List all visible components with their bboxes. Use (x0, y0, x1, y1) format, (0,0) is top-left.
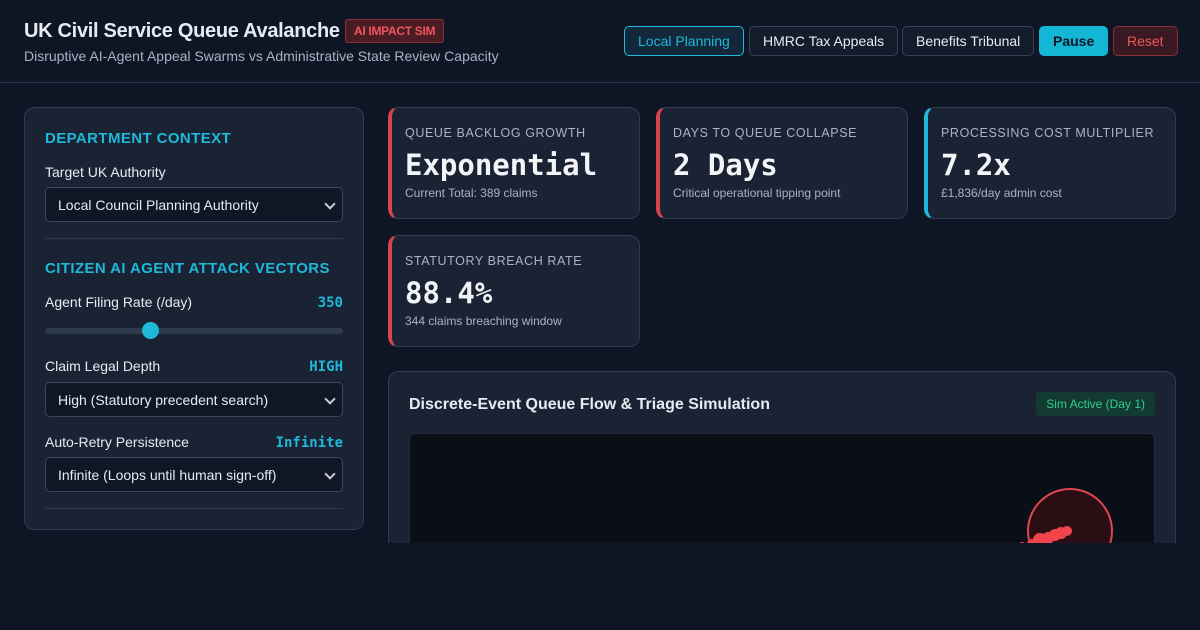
sim-canvas (409, 433, 1155, 543)
retry-select[interactable]: Infinite (Loops until human sign-off) (45, 457, 343, 492)
metric-card: QUEUE BACKLOG GROWTH Exponential Current… (388, 107, 640, 219)
slider-thumb[interactable] (142, 322, 159, 339)
field-value: HIGH (309, 359, 343, 375)
sim-panel: Discrete-Event Queue Flow & Triage Simul… (388, 371, 1176, 543)
metric-note: Current Total: 389 claims (405, 186, 538, 200)
metric-value: 2 Days (673, 148, 778, 182)
metric-note: 344 claims breaching window (405, 314, 562, 328)
metric-label: STATUTORY BREACH RATE (405, 254, 583, 268)
metric-value: 7.2x (941, 148, 1011, 182)
divider (45, 508, 343, 509)
metric-note: £1,836/day admin cost (941, 186, 1062, 200)
field-value: 350 (317, 295, 343, 311)
metric-card: STATUTORY BREACH RATE 88.4% 344 claims b… (388, 235, 640, 347)
reset-button[interactable]: Reset (1113, 26, 1178, 56)
header: UK Civil Service Queue Avalanche AI IMPA… (0, 0, 1200, 83)
field-label: Auto-Retry Persistence (45, 434, 189, 450)
queue-node (1027, 488, 1113, 543)
sim-status: Sim Active (Day 1) (1036, 392, 1155, 416)
field-label: Target UK Authority (45, 164, 166, 180)
tab-button[interactable]: Benefits Tribunal (902, 26, 1035, 56)
sidebar: DEPARTMENT CONTEXT Target UK Authority L… (24, 107, 364, 530)
claim-swarm (1019, 526, 1072, 543)
metric-note: Critical operational tipping point (673, 186, 841, 200)
authority-select[interactable]: Local Council Planning Authority (45, 187, 343, 222)
section-heading: DEPARTMENT CONTEXT (45, 130, 232, 147)
metric-value: 88.4% (405, 276, 493, 310)
metric-card: PROCESSING COST MULTIPLIER 7.2x £1,836/d… (924, 107, 1176, 219)
metric-label: QUEUE BACKLOG GROWTH (405, 126, 586, 140)
pause-button[interactable]: Pause (1039, 26, 1109, 56)
slider-track[interactable] (45, 328, 343, 334)
title: UK Civil Service Queue Avalanche (24, 20, 340, 42)
sim-drawing (1019, 488, 1113, 543)
field-label: Claim Legal Depth (45, 358, 161, 374)
section-heading: CITIZEN AI AGENT ATTACK VECTORS (45, 260, 330, 277)
metric-label: PROCESSING COST MULTIPLIER (941, 126, 1155, 140)
sim-clip: Discrete-Event Queue Flow & Triage Simul… (388, 371, 1176, 543)
divider (45, 238, 343, 239)
subtitle: Disruptive AI-Agent Appeal Swarms vs Adm… (24, 48, 499, 64)
metric-label: DAYS TO QUEUE COLLAPSE (673, 126, 858, 140)
metric-card: DAYS TO QUEUE COLLAPSE 2 Days Critical o… (656, 107, 908, 219)
depth-select[interactable]: High (Statutory precedent search) (45, 382, 343, 417)
field-value: Infinite (275, 435, 343, 451)
tab-button[interactable]: HMRC Tax Appeals (749, 26, 899, 56)
badge: AI IMPACT SIM (345, 19, 445, 43)
metric-value: Exponential (405, 148, 598, 182)
tab-button[interactable]: Local Planning (624, 26, 744, 56)
sim-title: Discrete-Event Queue Flow & Triage Simul… (409, 396, 770, 413)
field-label: Agent Filing Rate (/day) (45, 294, 193, 310)
